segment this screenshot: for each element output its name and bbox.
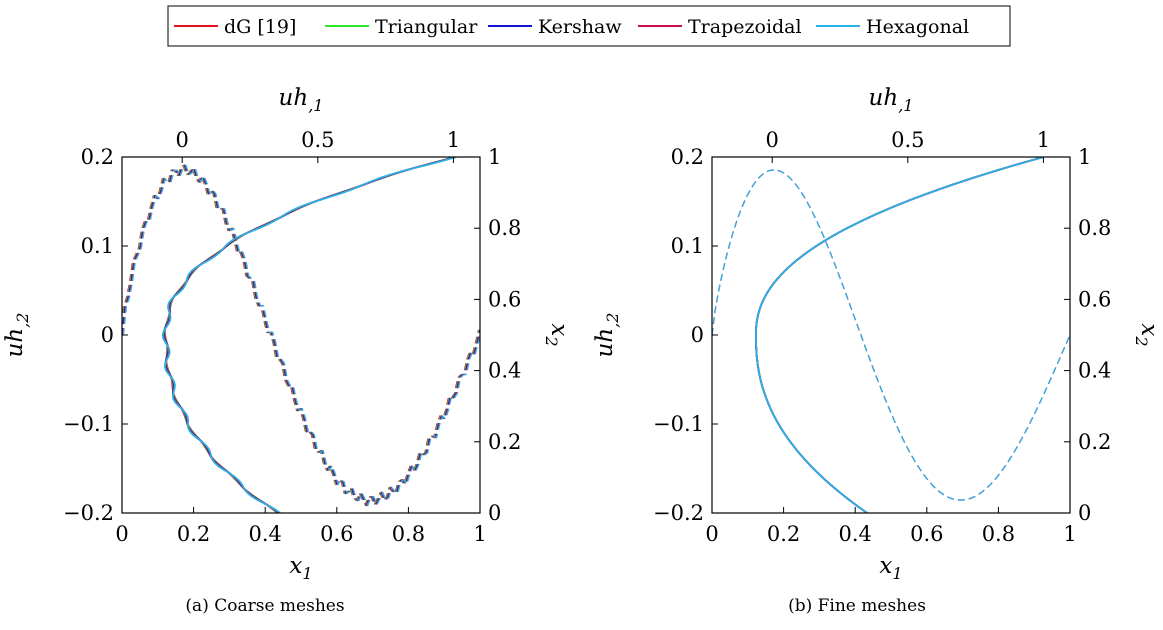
plots: 0 0.2 0.4 0.6 0.8 10 0.5 1−0.2−0.100.10.200.20.…: [2, 85, 1162, 616]
x2-tick-label: 0.6: [488, 287, 521, 311]
legend-label: Kershaw: [538, 16, 622, 38]
uh1-line-2: [755, 157, 1044, 513]
uh2-line-3: [712, 169, 1070, 501]
x2-tick-label: 1: [1078, 145, 1091, 169]
u1-tick-label: 0: [766, 128, 779, 152]
uh1-line-3: [162, 157, 457, 513]
uh2-curves: [122, 164, 480, 507]
uh1-line-4: [755, 157, 1044, 513]
u2-tick-label: 0.1: [671, 234, 704, 258]
chart-panel-coarse: 0 0.2 0.4 0.6 0.8 10 0.5 1−0.2−0.100.10.200.20.…: [2, 85, 572, 616]
legend-entry: Trapezoidal: [638, 16, 802, 38]
u2-tick-label: 0: [691, 323, 704, 347]
x2-tick-label: 0.6: [1078, 287, 1111, 311]
x1-tick-label: 0.2: [767, 522, 800, 546]
x2-tick-label: 0.2: [488, 430, 521, 454]
u2-tick-label: −0.2: [63, 501, 114, 525]
u2-axis-label: uh,2: [2, 313, 32, 358]
x1-tick-label: 0.8: [392, 522, 425, 546]
uh1-line-3: [755, 157, 1044, 513]
u1-tick-label: 0.5: [301, 128, 334, 152]
legend-entry: Hexagonal: [816, 16, 969, 38]
u1-tick-label: 0: [176, 128, 189, 152]
chart-panel-fine: 0 0.2 0.4 0.6 0.8 10 0.5 1−0.2−0.100.10.200.20.…: [592, 85, 1162, 616]
u2-axis-label: uh,2: [592, 313, 622, 358]
u2-tick-label: 0: [101, 323, 114, 347]
x2-axis-label: x2: [1132, 323, 1162, 346]
x1-tick-label: 0.8: [982, 522, 1015, 546]
x1-tick-label: 0.4: [838, 522, 871, 546]
x1-tick-label: 1: [1063, 522, 1076, 546]
uh1-line-0: [163, 157, 455, 513]
panel-caption: (b) Fine meshes: [788, 596, 926, 616]
uh2-line-4: [122, 164, 480, 507]
u2-tick-label: −0.1: [653, 412, 704, 436]
u2-tick-label: −0.2: [653, 501, 704, 525]
u1-tick-label: 1: [1037, 128, 1050, 152]
legend-label: Trapezoidal: [688, 16, 802, 38]
uh1-line-2: [162, 157, 456, 513]
x2-axis-label: x2: [542, 323, 572, 346]
x2-tick-label: 0: [488, 501, 501, 525]
x1-axis-label: x1: [879, 553, 902, 583]
x1-tick-label: 0.6: [910, 522, 943, 546]
x2-tick-label: 0.2: [1078, 430, 1111, 454]
u1-tick-label: 0.5: [891, 128, 924, 152]
u1-axis-label: uh,1: [279, 85, 324, 115]
legend-box: [167, 5, 1011, 47]
u1-axis-label: uh,1: [869, 85, 914, 115]
x2-tick-label: 0.8: [1078, 216, 1111, 240]
legend: dG [19] Triangular Kershaw Trapezoidal Hexag…: [167, 5, 1011, 47]
x2-tick-label: 0: [1078, 501, 1091, 525]
x1-tick-label: 0: [115, 522, 128, 546]
x2-tick-label: 0.8: [488, 216, 521, 240]
x1-tick-label: 0.4: [248, 522, 281, 546]
u2-tick-label: 0.2: [81, 145, 114, 169]
uh2-curves: [712, 169, 1070, 501]
legend-label: dG [19]: [224, 16, 296, 38]
uh1-line-4: [161, 157, 457, 513]
u2-tick-label: −0.1: [63, 412, 114, 436]
uh1-curves: [161, 157, 457, 513]
uh1-line-1: [163, 157, 456, 513]
x2-tick-label: 0.4: [488, 359, 521, 383]
uh1-curves: [755, 157, 1044, 513]
x2-tick-label: 1: [488, 145, 501, 169]
u1-tick-label: 1: [447, 128, 460, 152]
legend-label: Triangular: [375, 16, 478, 38]
x1-tick-label: 1: [473, 522, 486, 546]
legend-entry: Kershaw: [488, 16, 622, 38]
x1-tick-label: 0: [705, 522, 718, 546]
uh1-line-1: [755, 157, 1044, 513]
u2-tick-label: 0.2: [671, 145, 704, 169]
x2-tick-label: 0.4: [1078, 359, 1111, 383]
x1-tick-label: 0.2: [177, 522, 210, 546]
plot-frame: [711, 156, 1071, 514]
u2-tick-label: 0.1: [81, 234, 114, 258]
panel-caption: (a) Coarse meshes: [185, 596, 344, 616]
uh1-line-0: [755, 157, 1044, 513]
legend-entry: dG [19]: [174, 16, 296, 38]
legend-label: Hexagonal: [866, 16, 969, 38]
uh2-line-4: [712, 169, 1070, 501]
x1-tick-label: 0.6: [320, 522, 353, 546]
plot-frame: [121, 156, 481, 514]
x1-axis-label: x1: [289, 553, 312, 583]
legend-entry: Triangular: [325, 16, 478, 38]
